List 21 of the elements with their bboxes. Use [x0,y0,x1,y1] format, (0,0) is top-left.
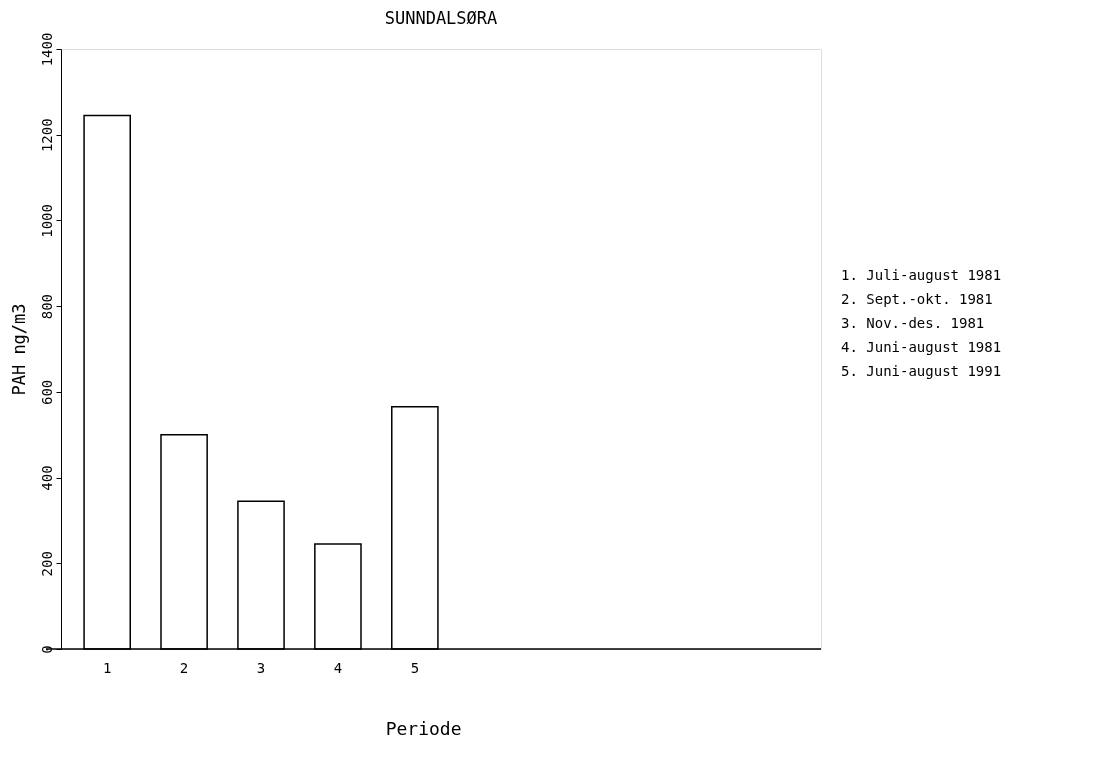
x-tick-label: 3 [256,659,266,676]
y-tick-label: 1000 [38,204,55,238]
y-tick-label: 400 [38,465,55,491]
x-tick-label: 5 [410,659,420,676]
x-tick-label: 4 [333,659,343,676]
x-axis-title: Periode [385,717,462,739]
text: 4. Juni-august 1981 [841,339,1002,355]
y-tick-label: 600 [38,379,55,406]
text: 2. Sept.-okt. 1981 [841,291,993,307]
y-tick-label: 0 [38,645,55,654]
y-axis-title: PAH ng/m3 [8,303,29,396]
x-tick-label: 2 [179,659,189,676]
y-tick-label: 1400 [38,32,55,67]
chart-title: SUNNDALSØRA [384,8,498,29]
text: 3. Nov.-des. 1981 [841,315,985,331]
x-tick-label: 1 [102,659,112,676]
text: 5. Juni-august 1991 [841,363,1002,379]
y-tick-label: 800 [38,293,55,320]
y-tick-label: 200 [38,551,55,577]
text: 1. Juli-august 1981 [841,267,1002,283]
y-tick-label: 1200 [38,118,55,153]
